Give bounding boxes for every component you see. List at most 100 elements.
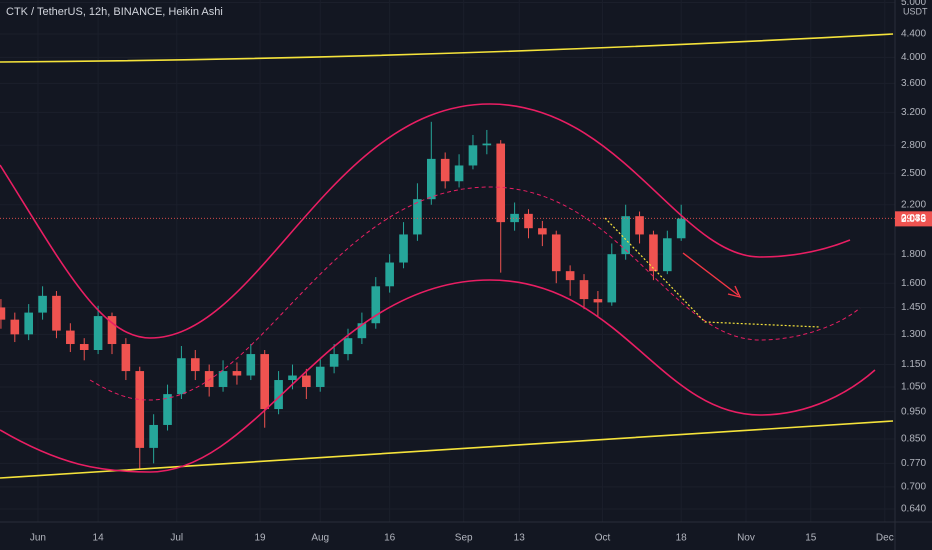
candle-body (177, 358, 186, 395)
candle-body (399, 234, 408, 263)
y-tick-label: 3.200 (901, 107, 926, 118)
upper-trend-line (0, 33, 894, 63)
candle-body (621, 216, 630, 255)
candle-body (496, 143, 506, 223)
candle-body (24, 312, 33, 335)
lower-trend-line (0, 420, 894, 479)
y-tick-label: 1.800 (901, 249, 926, 260)
candle-body (635, 216, 644, 235)
candle-body (593, 299, 603, 303)
lower-channel-curve (0, 279, 876, 473)
x-tick-label: 16 (384, 533, 396, 544)
x-tick-label: Dec (876, 533, 894, 544)
prev-price-label: 2.073 (901, 214, 926, 225)
y-tick-label: 1.300 (901, 329, 926, 340)
candle-body (454, 165, 464, 182)
candle-body (10, 319, 20, 335)
candle-body (371, 286, 381, 324)
y-tick-label: 1.150 (901, 359, 926, 370)
candle-body (607, 254, 617, 303)
y-tick-label: 4.000 (901, 52, 926, 63)
last-price-label: 2.082 (901, 213, 926, 224)
x-tick-label: 13 (514, 533, 526, 544)
y-tick-label: 3.600 (901, 78, 926, 89)
candle-body (79, 344, 89, 351)
upper-channel-curve (0, 103, 851, 339)
candle-body (482, 143, 492, 146)
candle-body (565, 271, 575, 281)
x-tick-label: 15 (805, 533, 817, 544)
y-tick-label: 2.200 (901, 199, 926, 210)
candle-body (232, 371, 242, 376)
x-tick-label: Aug (311, 533, 329, 544)
y-tick-label: 0.850 (901, 434, 926, 445)
candles (0, 121, 686, 470)
candle-body (357, 323, 367, 339)
x-tick-label: Sep (455, 533, 473, 544)
candle-body (246, 354, 256, 376)
x-tick-label: Nov (737, 533, 755, 544)
candle-body (274, 380, 283, 410)
candle-body (385, 262, 394, 287)
candle-body (149, 424, 158, 448)
down-arrow (682, 252, 742, 299)
y-tick-label: 2.500 (901, 168, 926, 179)
candle-body (163, 394, 172, 425)
candle-body (0, 307, 6, 320)
candle-body (524, 213, 533, 229)
candle-body (218, 371, 228, 387)
candle-body (288, 375, 297, 381)
last-price-box (895, 211, 932, 227)
candle-body (260, 354, 270, 410)
candle-body (107, 316, 117, 345)
y-tick-label: 0.640 (901, 504, 926, 515)
mid-channel-curve (89, 186, 861, 401)
candle-body (510, 213, 519, 223)
candle-body (551, 234, 561, 272)
candle-body (204, 371, 214, 387)
x-tick-label: 19 (255, 533, 267, 544)
x-tick-label: Oct (595, 533, 611, 544)
candle-body (93, 316, 103, 351)
candle-body (579, 280, 589, 300)
chart-title: CTK / TetherUS, 12h, BINANCE, Heikin Ash… (6, 6, 223, 18)
candle-body (329, 354, 339, 367)
y-tick-label: 1.050 (901, 382, 926, 393)
x-tick-label: Jul (170, 533, 183, 544)
candle-body (649, 234, 658, 272)
candle-body (663, 238, 672, 272)
y-tick-label: 4.400 (901, 29, 926, 40)
candle-body (302, 375, 311, 387)
grid (0, 0, 895, 522)
y-tick-label: 2.800 (901, 140, 926, 151)
candle-body (426, 158, 436, 200)
countdown-label: 09:46 (901, 213, 926, 224)
x-tick-label: 18 (676, 533, 688, 544)
candle-body (38, 295, 47, 313)
y-tick-label: 1.600 (901, 278, 926, 289)
y-tick-label: 0.700 (901, 482, 926, 493)
candle-body (343, 338, 353, 355)
candle-body (413, 199, 422, 235)
currency-label: USDT (903, 6, 928, 16)
candle-body (538, 228, 547, 235)
projection-path (604, 217, 821, 328)
y-tick-label: 0.770 (901, 458, 926, 469)
x-tick-label: Jun (30, 533, 46, 544)
y-tick-label: 1.450 (901, 302, 926, 313)
y-tick-label: 0.950 (901, 406, 926, 417)
candle-body (121, 344, 131, 372)
candle-body (468, 145, 478, 166)
x-tick-label: 14 (93, 533, 105, 544)
candle-body (676, 218, 686, 239)
y-tick-label: 5.000 (901, 0, 926, 8)
candle-body (190, 358, 200, 372)
candle-body (315, 366, 325, 387)
candle-body (52, 295, 61, 331)
candle-body (135, 371, 145, 448)
candle-body (66, 330, 75, 345)
